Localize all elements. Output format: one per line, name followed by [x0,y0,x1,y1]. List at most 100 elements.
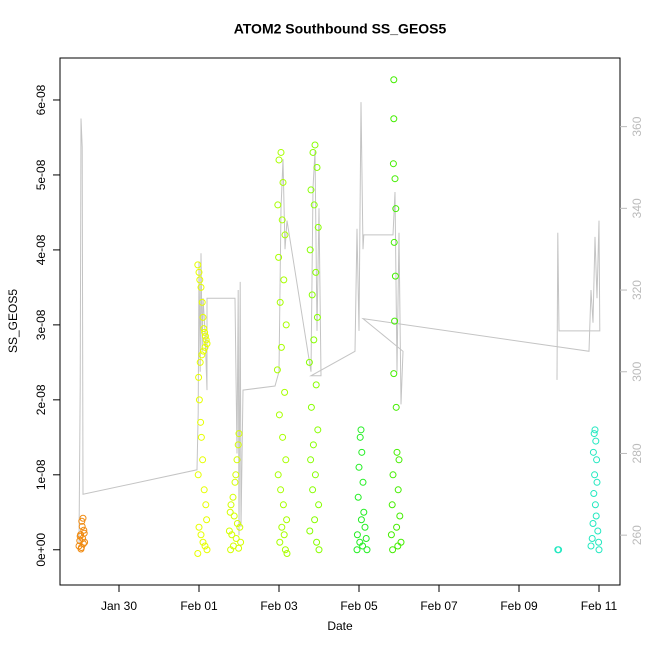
point [310,201,318,209]
y2-tick-label: 360 [630,116,644,136]
point [236,523,244,531]
point [274,471,282,479]
point [307,403,315,411]
point [229,493,237,501]
point [199,456,207,464]
point [589,520,597,528]
point [195,523,203,531]
point [359,478,367,486]
point [281,231,289,239]
point [79,535,87,543]
point [282,321,290,329]
point [595,538,603,546]
point [593,478,601,486]
point [307,186,315,194]
point [356,433,364,441]
point [315,546,323,554]
point [312,268,320,276]
point [593,456,601,464]
point [277,486,285,494]
trace-line [78,102,601,544]
plot-frame [59,57,621,586]
point [196,276,204,284]
point [200,325,208,333]
point [78,523,86,531]
point [311,516,319,524]
point [276,538,284,546]
point [274,201,282,209]
point [313,313,321,321]
point [393,448,401,456]
point [233,456,241,464]
x-tick-label: Jan 30 [101,599,137,613]
point [279,433,287,441]
x-tick-label: Feb 01 [180,599,218,613]
point [555,546,563,554]
point [587,542,595,550]
point [393,523,401,531]
point [311,471,319,479]
point [390,76,398,84]
point [198,351,206,359]
point [392,403,400,411]
point [312,381,320,389]
point [281,546,289,554]
point [196,358,204,366]
x-tick-label: Feb 09 [500,599,538,613]
point [278,523,286,531]
point [591,501,599,509]
y-tick-label: 1e-08 [34,459,48,490]
point [200,486,208,494]
point [194,261,202,269]
point [232,471,240,479]
point [589,448,597,456]
y-tick-label: 2e-08 [34,384,48,415]
point [230,512,238,520]
point [353,546,361,554]
point [362,535,370,543]
point [232,535,240,543]
point [392,205,400,213]
point [355,463,363,471]
point [194,471,202,479]
x-tick-label: Feb 03 [260,599,298,613]
point [80,526,88,534]
point [225,527,233,535]
point [235,544,243,552]
point [308,291,316,299]
point [277,343,285,351]
point [227,546,235,554]
point [309,148,317,156]
point [197,433,205,441]
point [360,508,368,516]
point [81,538,89,546]
point [389,546,397,554]
point [306,527,314,535]
point [202,501,210,509]
chart-title: ATOM2 Southbound SS_GEOS5 [234,21,447,37]
point [305,358,313,366]
point [358,448,366,456]
point [195,373,203,381]
point [315,501,323,509]
y2-tick-label: 300 [630,361,644,381]
point [198,298,206,306]
point [197,283,205,291]
point [201,542,209,550]
y-axis-label: SS_GEOS5 [6,289,20,353]
point [389,471,397,479]
point [394,542,402,550]
point [278,216,286,224]
point [307,456,315,464]
point [357,426,365,434]
point [391,175,399,183]
point [314,426,322,434]
point [277,148,285,156]
point [313,538,321,546]
point [276,298,284,306]
point [390,238,398,246]
point [309,441,317,449]
x-tick-label: Feb 11 [581,599,618,613]
